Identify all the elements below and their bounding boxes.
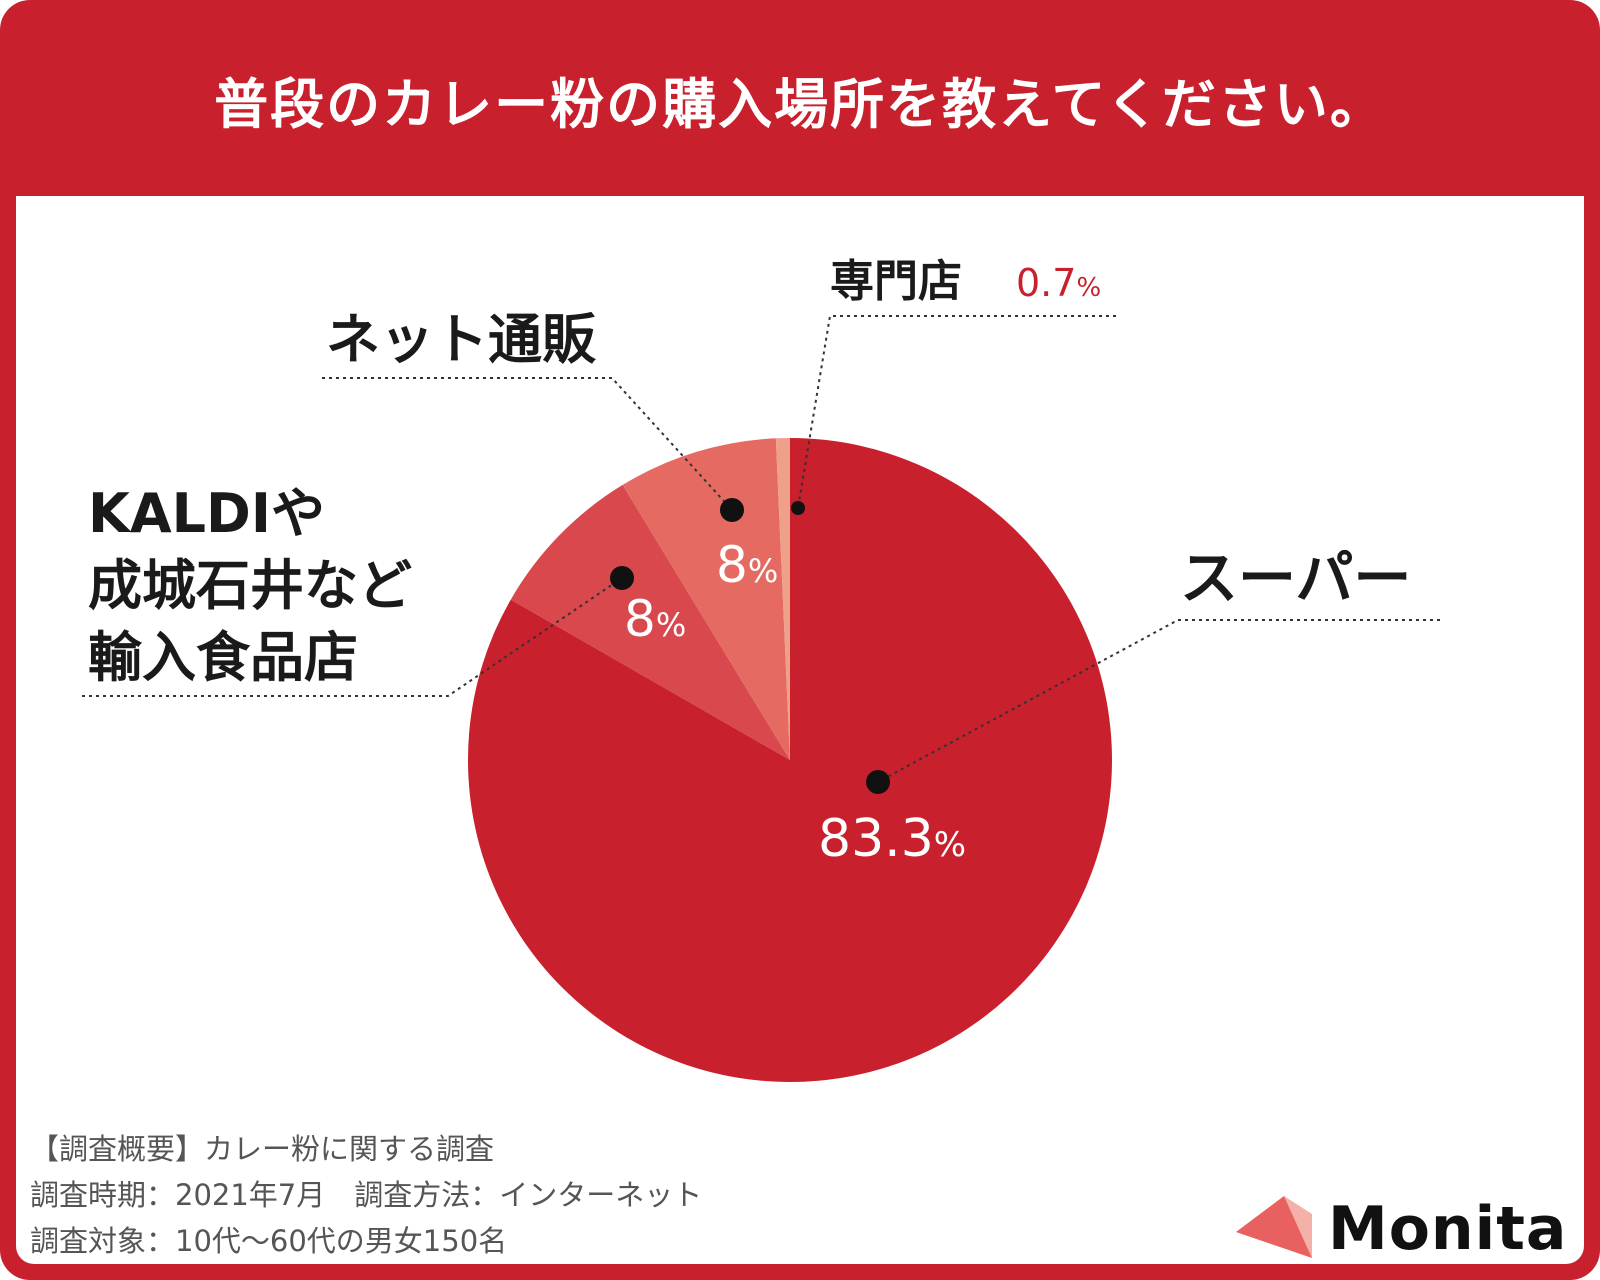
value-super: 83.3% (818, 809, 966, 869)
leader-line-import (82, 577, 623, 697)
value-net-unit: % (748, 552, 778, 590)
value-net-number: 8 (716, 536, 748, 594)
brand-triangle-icon (1236, 1196, 1312, 1258)
label-import-line3: 輸入食品店 (88, 626, 358, 689)
brand-name: Monita (1328, 1194, 1568, 1264)
label-specialty: 専門店 (830, 256, 962, 307)
value-import-number: 8 (624, 590, 656, 648)
pie-slices (467, 438, 1112, 1082)
label-import-line2: 成城石井など (88, 554, 412, 617)
slice-super (467, 438, 1112, 1082)
label-import-line1: KALDIや (88, 482, 325, 545)
value-net: 8% (716, 536, 778, 594)
marker-dot-net (720, 498, 744, 522)
label-super: スーパー (1180, 544, 1411, 612)
value-super-number: 83.3 (818, 809, 934, 869)
survey-summary-line1: 【調査概要】カレー粉に関する調査 (30, 1132, 495, 1166)
survey-summary-line3: 調査対象：10代〜60代の男女150名 (30, 1224, 508, 1258)
brand-logo: Monita (1228, 1192, 1588, 1264)
slice-specialty (775, 438, 790, 760)
leader-line-super (877, 619, 1440, 783)
survey-summary-line2: 調査時期：2021年7月 調査方法：インターネット (30, 1178, 703, 1212)
label-net: ネット通販 (326, 308, 597, 371)
leader-line-net (322, 377, 733, 511)
slice-import-food (510, 484, 790, 760)
value-specialty: 0.7% (1016, 261, 1101, 305)
value-import: 8% (624, 590, 686, 648)
value-import-unit: % (656, 606, 686, 644)
marker-dot-specialty (791, 501, 805, 515)
leader-line-specialty (797, 315, 1116, 509)
marker-dot-import (610, 566, 634, 590)
value-specialty-number: 0.7 (1016, 261, 1076, 305)
value-super-unit: % (934, 825, 966, 865)
chart-title: 普段のカレー粉の購入場所を教えてください。 (214, 73, 1386, 136)
slice-net-shopping (622, 438, 790, 760)
value-specialty-unit: % (1076, 273, 1101, 303)
survey-summary: 【調査概要】カレー粉に関する調査 調査時期：2021年7月 調査方法：インターネ… (30, 1126, 702, 1264)
marker-dot-super (866, 770, 890, 794)
